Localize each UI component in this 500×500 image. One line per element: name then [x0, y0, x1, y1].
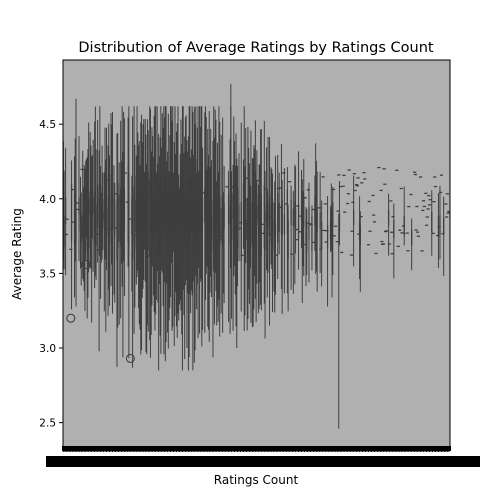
box-body [274, 221, 277, 237]
box-body [240, 201, 242, 262]
box-body [111, 196, 114, 228]
box-body [352, 209, 355, 226]
box-body [277, 192, 279, 243]
x-tick-label-band [46, 456, 480, 467]
box-body [308, 206, 310, 240]
box-body [443, 217, 445, 235]
box-body [108, 197, 111, 244]
box-body [338, 213, 341, 233]
box-body [256, 195, 258, 218]
box-body [439, 215, 441, 235]
box-body [236, 188, 239, 249]
box-body [210, 215, 213, 239]
box-body [96, 184, 99, 229]
box-body [292, 208, 294, 227]
chart-title: Distribution of Average Ratings by Ratin… [78, 40, 434, 56]
box-body [393, 220, 395, 239]
box-body [80, 213, 82, 243]
box-body [297, 205, 300, 239]
box-body [128, 172, 130, 246]
box-body [227, 193, 230, 225]
box-body [329, 221, 332, 240]
box-body [283, 214, 286, 234]
box-body [287, 219, 289, 259]
box-body [118, 194, 120, 242]
box-body [105, 207, 108, 238]
box-body [268, 195, 271, 236]
box-body [431, 212, 433, 233]
box-body [264, 213, 266, 251]
y-tick-label: 4.5 [39, 119, 56, 131]
box-body [78, 197, 80, 215]
box-body [311, 216, 313, 251]
box-body [146, 212, 148, 234]
box-body [63, 216, 65, 248]
box-body [306, 222, 308, 252]
box-body [411, 229, 413, 245]
box-body [95, 203, 97, 246]
box-body [75, 211, 77, 243]
box-body [220, 207, 222, 241]
box-body [320, 221, 323, 249]
box-body [359, 225, 361, 246]
box-body [114, 201, 116, 237]
box-body [271, 198, 274, 239]
y-tick-label: 2.5 [39, 418, 56, 430]
box-body [117, 182, 119, 249]
x-axis-title: Ratings Count [214, 473, 299, 487]
x-tick-band [62, 446, 451, 451]
box-body [147, 171, 149, 251]
box-body [134, 200, 136, 250]
x-axis [46, 446, 480, 467]
box-body [281, 199, 283, 236]
box-body [155, 171, 157, 221]
y-tick-label: 4.0 [39, 194, 56, 206]
box-body [230, 193, 233, 240]
outlier-point [66, 313, 76, 323]
outlier-point [125, 353, 135, 364]
box-body [245, 198, 247, 240]
box-body [437, 216, 440, 235]
box-body [290, 199, 292, 226]
box-body [70, 183, 73, 242]
box-body [250, 186, 252, 248]
box-body [326, 225, 329, 249]
box-body [255, 216, 257, 248]
box-body [387, 209, 390, 226]
box-body [131, 186, 134, 259]
box-body [160, 171, 163, 221]
box-body [223, 203, 225, 229]
box-body [332, 201, 334, 228]
box-body [102, 212, 104, 229]
box-body [294, 207, 297, 231]
box-body [302, 226, 304, 246]
outlier-point [81, 259, 91, 269]
box-body [88, 191, 90, 249]
box-body [219, 196, 221, 244]
box-body [64, 197, 67, 225]
y-tick-label: 3.0 [39, 343, 56, 355]
outliers-group [66, 259, 135, 364]
y-tick-label: 3.5 [39, 268, 56, 280]
y-axis-title: Average Rating [10, 208, 24, 300]
box-body [319, 212, 321, 229]
box-body [267, 202, 269, 230]
y-axis: 2.5 3.0 3.5 4.0 4.5 [39, 119, 63, 430]
box-body [403, 216, 405, 236]
box-body [316, 207, 318, 233]
box-body [303, 196, 305, 227]
box-body [123, 189, 126, 231]
box-body [278, 203, 280, 232]
boxes-group [62, 83, 451, 429]
box-body [330, 205, 332, 224]
box-body [238, 203, 240, 231]
box-body [201, 197, 204, 226]
box-body [92, 197, 94, 214]
